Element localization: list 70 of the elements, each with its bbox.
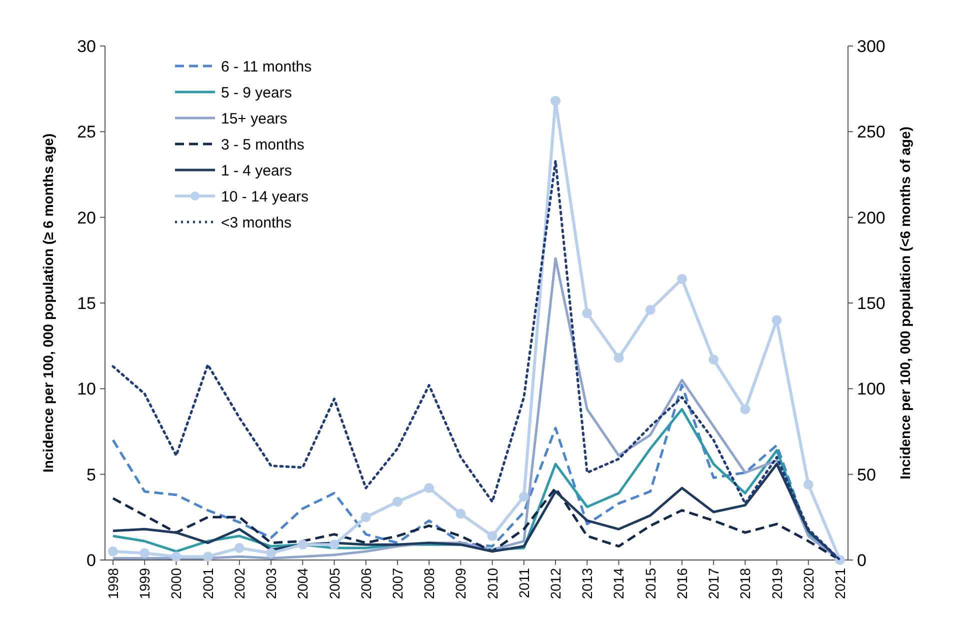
x-tick-label: 2019 — [768, 568, 785, 600]
x-tick-label: 2007 — [389, 568, 406, 600]
x-tick-label: 2018 — [737, 568, 754, 600]
x-tick-label: 2010 — [484, 568, 500, 600]
x-tick-label: 2014 — [610, 568, 627, 600]
y2-tick-label: 50 — [857, 465, 876, 484]
x-tick-label: 2003 — [263, 568, 280, 600]
y-tick-label: 15 — [77, 294, 96, 313]
point — [392, 496, 402, 507]
y-tick-label: 10 — [77, 380, 96, 399]
y-axis-title: Incidence per 100, 000 population (≥ 6 months age) — [40, 133, 56, 473]
point — [108, 546, 118, 556]
legend-label: 3 - 5 months — [221, 136, 304, 154]
point — [140, 548, 150, 558]
point — [676, 274, 687, 284]
y-tick-label: 30 — [77, 36, 96, 56]
legend-label: 5 - 9 years — [221, 84, 292, 102]
y2-tick-label: 250 — [857, 122, 886, 142]
y2-tick-label: 0 — [857, 550, 866, 570]
x-tick-label: 2011 — [516, 568, 532, 598]
x-tick-label: 2021 — [832, 568, 848, 600]
point — [582, 308, 592, 318]
y2-tick-label: 150 — [857, 294, 886, 313]
point — [772, 315, 782, 326]
point — [518, 492, 529, 502]
legend-label: 1 - 4 years — [221, 162, 292, 180]
y-tick-label: 20 — [77, 208, 96, 228]
point — [550, 96, 561, 106]
y2-tick-label: 300 — [857, 36, 886, 56]
x-tick-label: 2001 — [200, 568, 216, 600]
point — [645, 304, 656, 315]
y-tick-label: 0 — [86, 550, 96, 570]
point — [171, 552, 182, 562]
point — [456, 508, 466, 519]
legend-label: 10 - 14 years — [221, 188, 309, 206]
y-tick-label: 25 — [77, 122, 96, 142]
point — [360, 512, 371, 522]
point — [298, 540, 308, 550]
point — [424, 483, 434, 494]
point — [803, 480, 814, 490]
x-tick-label: 1999 — [136, 568, 153, 600]
y2-axis-title: Incidence per 100, 000 population (<6 months of age) — [897, 126, 913, 480]
point — [614, 352, 624, 363]
x-tick-label: 2013 — [579, 568, 596, 600]
x-tick-label: 2006 — [358, 568, 374, 600]
x-tick-label: 2016 — [674, 568, 690, 600]
x-tick-label: 2012 — [548, 568, 564, 600]
x-tick-label: 2015 — [642, 568, 658, 600]
point — [266, 548, 276, 558]
point — [708, 354, 719, 365]
point — [202, 552, 213, 562]
point — [740, 404, 750, 414]
legend-label: 6 - 11 months — [221, 58, 312, 76]
x-tick-label: 2004 — [294, 568, 311, 600]
y2-tick-label: 100 — [857, 380, 886, 399]
point — [329, 540, 340, 550]
x-tick-label: 2017 — [706, 568, 722, 600]
legend-label: 15+ years — [221, 110, 288, 128]
x-tick-label: 2000 — [168, 568, 184, 600]
x-tick-label: 2002 — [231, 568, 248, 600]
point — [487, 531, 498, 542]
x-tick-label: 2009 — [452, 568, 469, 600]
x-tick-label: 2020 — [800, 568, 816, 600]
point — [234, 543, 244, 554]
y2-tick-label: 200 — [857, 208, 886, 228]
x-tick-label: 2008 — [421, 568, 438, 600]
legend-label: <3 months — [221, 214, 292, 232]
x-tick-label: 1998 — [105, 568, 121, 600]
x-tick-label: 2005 — [326, 568, 342, 600]
y-tick-label: 5 — [86, 465, 96, 484]
